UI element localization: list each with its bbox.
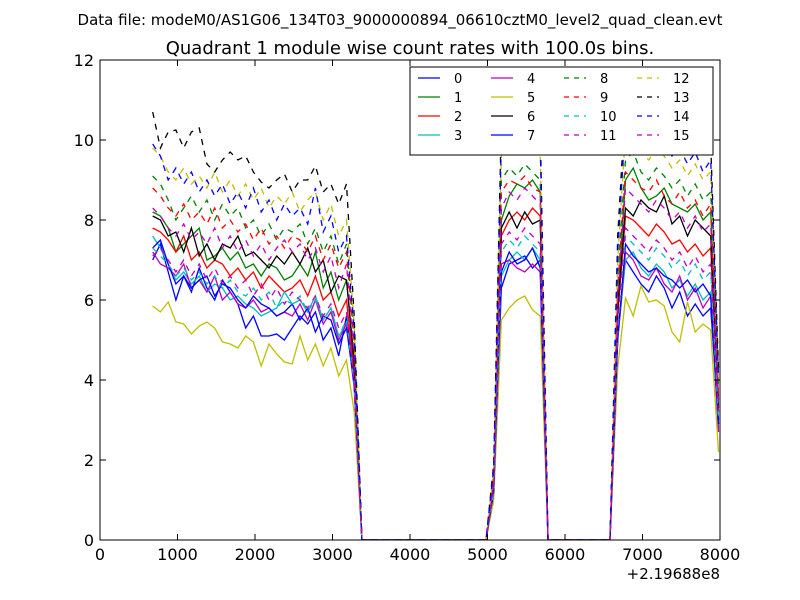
series-line-5 bbox=[152, 284, 720, 540]
x-tick-label: 8000 bbox=[700, 545, 741, 564]
axis-ticks: 0 1000 2000 3000 4000 5000 6000 7000 80000246810… bbox=[74, 51, 741, 564]
x-tick-label: 7000 bbox=[622, 545, 663, 564]
x-tick-label: 1000 bbox=[157, 545, 198, 564]
legend-label: 1 bbox=[454, 91, 462, 106]
series-line-8 bbox=[152, 150, 720, 540]
legend-item-10: 10 bbox=[564, 110, 617, 125]
series-line-4 bbox=[152, 250, 720, 540]
x-tick-label: 3000 bbox=[312, 545, 353, 564]
legend-label: 13 bbox=[673, 91, 690, 106]
y-tick-label: 0 bbox=[84, 531, 94, 550]
figure-suptitle: Data file: modeM0/AS1G06_134T03_90000008… bbox=[78, 11, 723, 30]
x-tick-label: 6000 bbox=[545, 545, 586, 564]
legend-label: 3 bbox=[454, 129, 462, 144]
legend-label: 7 bbox=[527, 129, 535, 144]
legend-item-11: 11 bbox=[564, 129, 617, 144]
legend-label: 11 bbox=[600, 129, 617, 144]
y-tick-label: 12 bbox=[74, 51, 94, 70]
legend-item-5: 5 bbox=[491, 91, 535, 106]
legend-item-14: 14 bbox=[637, 110, 690, 125]
series-line-3 bbox=[152, 235, 720, 540]
legend-item-9: 9 bbox=[564, 91, 608, 106]
x-tick-label: 2000 bbox=[235, 545, 276, 564]
series-line-2 bbox=[152, 206, 720, 540]
legend-item-4: 4 bbox=[491, 72, 535, 87]
legend-label: 6 bbox=[527, 110, 535, 125]
series-line-10 bbox=[152, 234, 720, 540]
legend-item-13: 13 bbox=[637, 91, 690, 106]
legend-label: 2 bbox=[454, 110, 462, 125]
series-line-9 bbox=[152, 170, 720, 540]
legend-label: 0 bbox=[454, 72, 462, 87]
legend-item-2: 2 bbox=[418, 110, 462, 125]
legend-item-12: 12 bbox=[637, 72, 690, 87]
series-line-1 bbox=[152, 166, 720, 540]
legend-item-3: 3 bbox=[418, 129, 462, 144]
series-line-11 bbox=[152, 186, 720, 540]
y-tick-label: 6 bbox=[84, 291, 94, 310]
legend-label: 14 bbox=[673, 110, 690, 125]
legend-item-1: 1 bbox=[418, 91, 462, 106]
y-tick-label: 2 bbox=[84, 451, 94, 470]
x-tick-label: 0 bbox=[95, 545, 105, 564]
legend-label: 5 bbox=[527, 91, 535, 106]
x-axis-offset-label: +2.19688e8 bbox=[627, 565, 720, 583]
legend-frame bbox=[409, 66, 714, 156]
legend-item-7: 7 bbox=[491, 129, 535, 144]
x-tick-label: 5000 bbox=[467, 545, 508, 564]
legend-label: 10 bbox=[600, 110, 617, 125]
chart-title: Quadrant 1 module wise count rates with … bbox=[166, 38, 655, 59]
series-line-14 bbox=[152, 118, 720, 540]
series-line-7 bbox=[152, 238, 720, 540]
series-line-6 bbox=[152, 194, 720, 540]
x-tick-label: 4000 bbox=[390, 545, 431, 564]
legend-label: 12 bbox=[673, 72, 690, 87]
series-line-15 bbox=[152, 226, 720, 540]
legend-label: 9 bbox=[600, 91, 608, 106]
y-tick-label: 10 bbox=[74, 131, 94, 150]
y-tick-label: 4 bbox=[84, 371, 94, 390]
y-tick-label: 8 bbox=[84, 211, 94, 230]
legend-label: 8 bbox=[600, 72, 608, 87]
legend-item-15: 15 bbox=[637, 129, 690, 144]
legend-label: 4 bbox=[527, 72, 535, 87]
legend-item-8: 8 bbox=[564, 72, 608, 87]
legend-item-6: 6 bbox=[491, 110, 535, 125]
legend-label: 15 bbox=[673, 129, 690, 144]
series-line-12 bbox=[152, 130, 720, 540]
legend-item-0: 0 bbox=[418, 72, 462, 87]
